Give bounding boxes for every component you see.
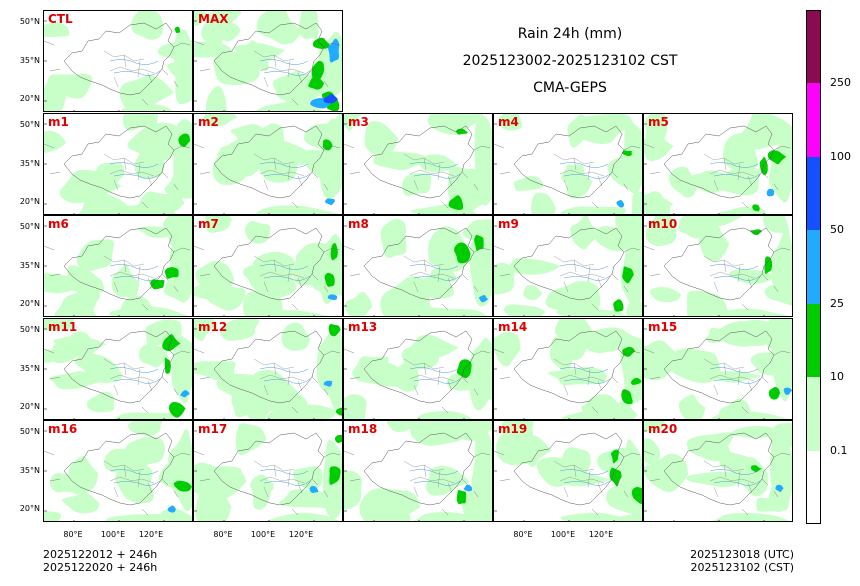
lon-label: 120°E [138, 530, 164, 539]
panel-label: m6 [48, 217, 69, 231]
panel-label: m18 [348, 422, 378, 436]
colorbar-label: 10 [830, 370, 844, 384]
panel-label: m2 [198, 115, 219, 129]
colorbar-segment [806, 303, 821, 378]
colorbar-segment [806, 83, 821, 157]
lat-label: 50°N [19, 120, 40, 129]
lat-label: 20°N [19, 402, 40, 411]
lat-label: 50°N [19, 222, 40, 231]
map-panel-m9: m9 [493, 215, 643, 317]
map-panel-max: MAX [193, 10, 343, 112]
panel-label: m3 [348, 115, 369, 129]
lat-label: 20°N [19, 504, 40, 513]
map-panel-m14: m14 [493, 318, 643, 420]
colorbar-label: 50 [830, 223, 844, 237]
panel-label: m1 [48, 115, 69, 129]
panel-label: m15 [648, 320, 678, 334]
panel-label: m16 [48, 422, 78, 436]
colorbar-segment [806, 230, 821, 304]
colorbar-label: 250 [830, 76, 851, 90]
footer-valid-cst: 2025123102 (CST) [690, 561, 794, 574]
map-panel-m3: m3 [343, 113, 493, 215]
lat-label: 35°N [19, 466, 40, 475]
footer-init-utc: 2025122012 + 246h [43, 548, 158, 561]
panel-label: m8 [348, 217, 369, 231]
colorbar-label: 25 [830, 296, 844, 310]
map-panel-m4: m4 [493, 113, 643, 215]
panel-label: m12 [198, 320, 228, 334]
map-panel-m20: m20 [643, 420, 793, 522]
panel-label: m7 [198, 217, 219, 231]
footer-valid-utc: 2025123018 (UTC) [690, 548, 794, 561]
map-panel-m16: m16 [43, 420, 193, 522]
lat-label: 35°N [19, 261, 40, 270]
panel-label: m17 [198, 422, 228, 436]
lat-label: 35°N [19, 56, 40, 65]
panel-label: m5 [648, 115, 669, 129]
lon-label: 80°E [213, 530, 233, 539]
chart-model: CMA-GEPS [533, 80, 607, 96]
panel-label: m10 [648, 217, 678, 231]
map-panel-m19: m19 [493, 420, 643, 522]
map-panel-m2: m2 [193, 113, 343, 215]
panel-label: CTL [48, 12, 73, 26]
panel-label: m13 [348, 320, 378, 334]
map-panel-m6: m6 [43, 215, 193, 317]
colorbar-label: 100 [830, 149, 851, 163]
lat-label: 35°N [19, 364, 40, 373]
map-panel-m8: m8 [343, 215, 493, 317]
map-panel-m5: m5 [643, 113, 793, 215]
colorbar-segment [806, 377, 821, 451]
lon-label: 120°E [288, 530, 314, 539]
lon-label: 80°E [63, 530, 83, 539]
colorbar-frame [806, 10, 821, 524]
map-panel-m12: m12 [193, 318, 343, 420]
map-panel-m7: m7 [193, 215, 343, 317]
colorbar-segment [806, 10, 821, 84]
map-panel-m10: m10 [643, 215, 793, 317]
lat-label: 50°N [19, 325, 40, 334]
lon-label: 100°E [550, 530, 576, 539]
map-panel-m13: m13 [343, 318, 493, 420]
panel-label: m4 [498, 115, 519, 129]
panel-label: m9 [498, 217, 519, 231]
map-panel-m18: m18 [343, 420, 493, 522]
lon-label: 120°E [588, 530, 614, 539]
colorbar-segment [806, 450, 821, 524]
panel-label: m19 [498, 422, 528, 436]
lat-label: 35°N [19, 159, 40, 168]
lat-label: 20°N [19, 197, 40, 206]
map-panel-m1: m1 [43, 113, 193, 215]
map-panel-ctl: CTL [43, 10, 193, 112]
panel-label: MAX [198, 12, 229, 26]
lat-label: 50°N [19, 17, 40, 26]
chart-period: 2025123002-2025123102 CST [462, 53, 678, 69]
lat-label: 50°N [19, 427, 40, 436]
colorbar-segment [806, 156, 821, 231]
lon-label: 100°E [100, 530, 126, 539]
map-panel-m15: m15 [643, 318, 793, 420]
lon-label: 80°E [513, 530, 533, 539]
panel-label: m11 [48, 320, 78, 334]
lon-label: 100°E [250, 530, 276, 539]
panel-label: m20 [648, 422, 678, 436]
panel-label: m14 [498, 320, 528, 334]
chart-title: Rain 24h (mm) [517, 26, 623, 42]
footer-init-cst: 2025122020 + 246h [43, 561, 158, 574]
colorbar-label: 0.1 [830, 443, 848, 457]
map-panel-m17: m17 [193, 420, 343, 522]
lat-label: 20°N [19, 299, 40, 308]
map-panel-m11: m11 [43, 318, 193, 420]
lat-label: 20°N [19, 94, 40, 103]
